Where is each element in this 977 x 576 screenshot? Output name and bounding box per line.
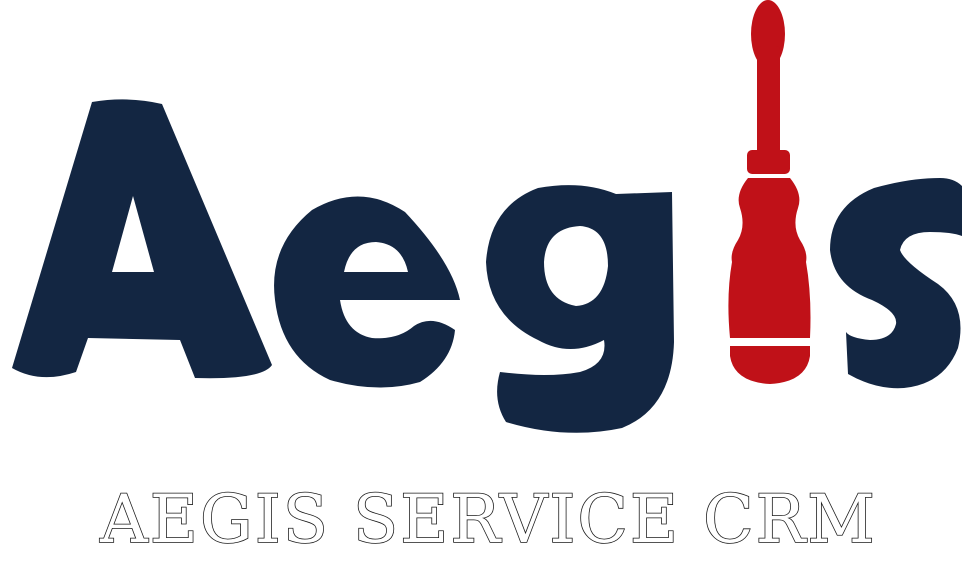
logo-graphic [12,0,962,433]
screwdriver-icon [728,0,811,384]
screwdriver-shaft [757,46,780,154]
screwdriver-handle [728,178,811,338]
screwdriver-cap [730,346,810,384]
wordmark-letter-g [486,185,674,433]
tagline: AEGIS SERVICE CRM [99,480,877,559]
wordmark-letter-e [274,196,460,388]
wordmark [12,99,962,433]
wordmark-letter-a [12,99,272,379]
wordmark-letter-s [830,178,962,389]
screwdriver-ferrule [747,150,790,174]
